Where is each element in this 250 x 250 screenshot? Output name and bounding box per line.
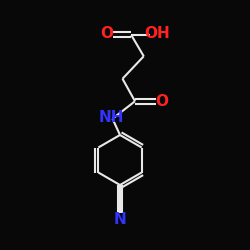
Text: O: O bbox=[100, 26, 114, 41]
Text: OH: OH bbox=[144, 26, 171, 41]
Text: NH: NH bbox=[98, 110, 124, 124]
Text: N: N bbox=[114, 212, 126, 227]
Text: O: O bbox=[155, 94, 168, 109]
